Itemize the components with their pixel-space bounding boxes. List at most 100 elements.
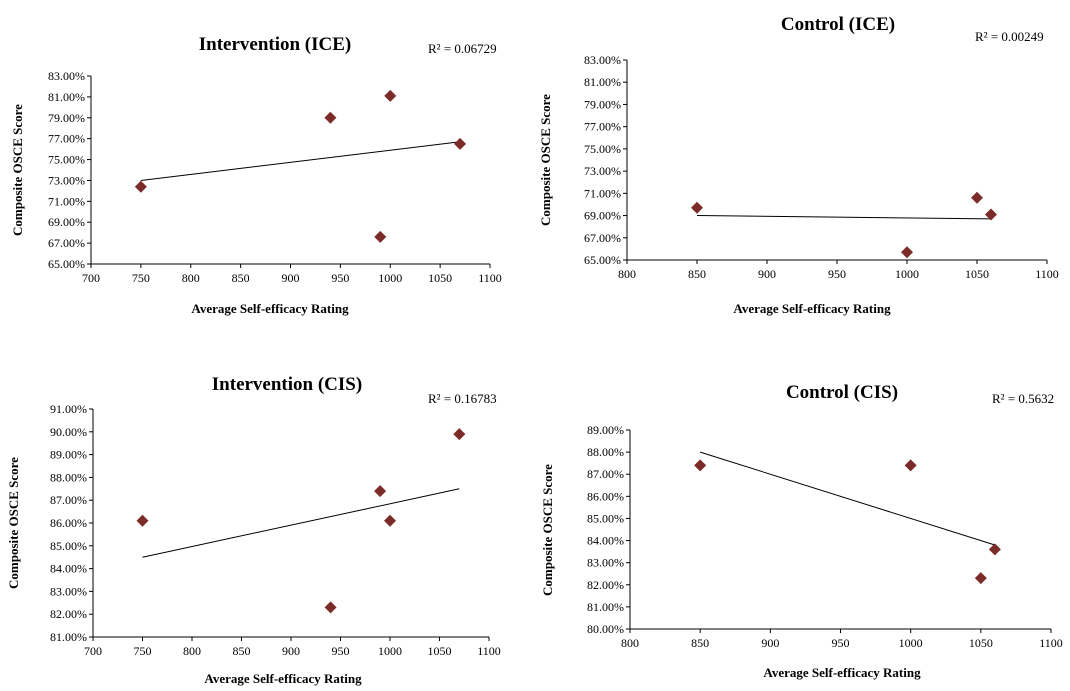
x-tick-label: 1000 (378, 644, 402, 658)
y-axis-title: Composite OSCE Score (538, 94, 553, 226)
x-tick-label: 900 (282, 644, 300, 658)
data-point (453, 428, 466, 441)
y-tick-label: 75.00% (584, 142, 621, 156)
x-tick-label: 950 (332, 644, 350, 658)
data-point (374, 485, 387, 498)
x-axis-title: Average Self-efficacy Rating (763, 665, 921, 680)
y-tick-label: 88.00% (587, 445, 624, 459)
data-point (988, 543, 1001, 556)
y-tick-label: 91.00% (50, 402, 87, 416)
y-axis-title: Composite OSCE Score (540, 464, 555, 596)
chart-title: Intervention (ICE) (199, 34, 352, 55)
y-tick-label: 65.00% (48, 257, 85, 271)
trendline (140, 141, 461, 181)
y-tick-label: 79.00% (48, 111, 85, 125)
r-squared-label: R² = 0.06729 (428, 41, 497, 56)
x-tick-label: 850 (688, 267, 706, 281)
y-axis-title: Composite OSCE Score (6, 457, 21, 589)
chart-title: Control (CIS) (786, 382, 898, 403)
chart-panel-4: 80.00% 81.00% 82.00% 83.00% 84.00% 85.00% 86.0… (540, 382, 1063, 680)
x-tick-label: 1100 (1039, 636, 1063, 650)
y-tick-label: 71.00% (584, 186, 621, 200)
y-tick-label: 80.00% (587, 622, 624, 636)
data-point (694, 459, 707, 472)
data-point (134, 180, 147, 193)
data-point (985, 208, 997, 221)
y-tick-label: 85.00% (587, 511, 624, 525)
x-tick-label: 750 (134, 644, 152, 658)
x-tick-label: 800 (182, 271, 200, 285)
x-tick-label: 850 (233, 644, 251, 658)
x-tick-label: 700 (84, 644, 102, 658)
data-point (971, 191, 983, 204)
x-tick-label: 800 (618, 267, 636, 281)
y-tick-label: 88.00% (50, 470, 87, 484)
x-axis-title: Average Self-efficacy Rating (191, 301, 349, 316)
y-tick-label: 87.00% (50, 493, 87, 507)
x-tick-label: 1100 (478, 271, 502, 285)
data-point (691, 201, 703, 214)
y-tick-label: 77.00% (48, 132, 85, 146)
y-tick-label: 81.00% (50, 630, 87, 644)
y-tick-label: 67.00% (48, 236, 85, 250)
x-tick-label: 850 (691, 636, 709, 650)
y-tick-label: 82.00% (587, 578, 624, 592)
data-point (136, 514, 149, 527)
y-tick-label: 71.00% (48, 194, 85, 208)
y-tick-label: 81.00% (48, 90, 85, 104)
x-tick-label: 1050 (428, 644, 452, 658)
x-tick-label: 1050 (969, 636, 993, 650)
data-point (384, 89, 397, 102)
x-tick-label: 900 (758, 267, 776, 281)
y-tick-label: 87.00% (587, 467, 624, 481)
chart-title: Intervention (CIS) (212, 374, 362, 395)
x-tick-label: 1050 (965, 267, 989, 281)
x-tick-label: 950 (828, 267, 846, 281)
y-tick-label: 81.00% (584, 75, 621, 89)
y-tick-label: 83.00% (587, 556, 624, 570)
x-tick-label: 950 (832, 636, 850, 650)
y-tick-label: 75.00% (48, 153, 85, 167)
y-tick-label: 73.00% (48, 173, 85, 187)
y-tick-label: 89.00% (50, 448, 87, 462)
x-axis-title: Average Self-efficacy Rating (204, 671, 362, 686)
x-tick-label: 800 (621, 636, 639, 650)
y-tick-label: 67.00% (584, 231, 621, 245)
x-tick-label: 750 (132, 271, 150, 285)
trendline (142, 488, 460, 558)
chart-panel-1: 65.00% 67.00% 69.00% 71.00% 73.00% 75.00% 77.0… (10, 34, 502, 316)
y-tick-label: 89.00% (587, 423, 624, 437)
data-point (384, 514, 396, 527)
chart-panel-2: 65.00% 67.00% 69.00% 71.00% 73.00% 75.00% 77.0… (538, 14, 1059, 316)
r-squared-label: R² = 0.5632 (992, 391, 1054, 406)
y-tick-label: 69.00% (584, 209, 621, 223)
data-point (324, 111, 337, 124)
trendline (700, 451, 996, 546)
x-tick-label: 1100 (477, 644, 501, 658)
x-tick-label: 800 (183, 644, 201, 658)
data-point (904, 459, 917, 472)
y-tick-label: 84.00% (50, 562, 87, 576)
x-tick-label: 1100 (1035, 267, 1059, 281)
x-tick-label: 900 (761, 636, 779, 650)
y-tick-label: 86.00% (587, 489, 624, 503)
chart-panel-3: 81.00% 82.00% 83.00% 84.00% 85.00% 86.00% 87.0… (6, 374, 501, 686)
y-tick-label: 69.00% (48, 215, 85, 229)
x-tick-label: 1050 (428, 271, 452, 285)
x-axis-title: Average Self-efficacy Rating (733, 301, 891, 316)
data-point (324, 601, 337, 614)
y-tick-label: 83.00% (48, 69, 85, 83)
x-tick-label: 950 (331, 271, 349, 285)
data-point (374, 230, 387, 243)
y-tick-label: 79.00% (584, 97, 621, 111)
y-tick-label: 90.00% (50, 425, 87, 439)
x-tick-label: 700 (82, 271, 100, 285)
x-tick-label: 850 (232, 271, 250, 285)
y-tick-label: 83.00% (584, 53, 621, 67)
data-point (901, 246, 913, 259)
y-axis-title: Composite OSCE Score (10, 104, 25, 236)
x-tick-label: 900 (282, 271, 300, 285)
y-tick-label: 86.00% (50, 516, 87, 530)
